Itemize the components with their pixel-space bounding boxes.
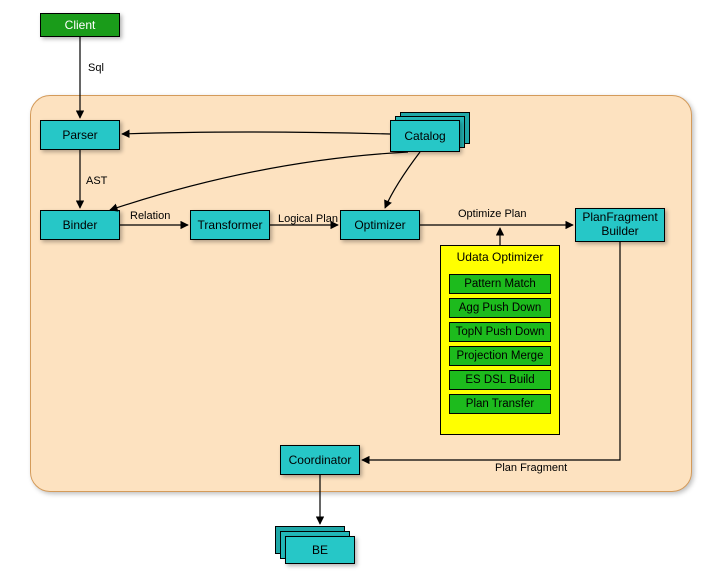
node-transformer: Transformer [190,210,270,240]
node-catalog: Catalog [390,120,460,152]
node-optimizer: Optimizer [340,210,420,240]
node-parser: Parser [40,120,120,150]
main-container [30,95,692,492]
udata-optimizer-box: Udata Optimizer Pattern Match Agg Push D… [440,245,560,435]
edge-label-ast: AST [86,175,107,187]
node-label: Binder [63,218,98,232]
node-label: Optimizer [354,218,405,232]
node-label: Coordinator [289,453,352,467]
node-label: Client [65,18,96,32]
udata-item: Pattern Match [449,274,551,294]
edge-label-relation: Relation [130,210,170,222]
udata-title: Udata Optimizer [441,246,559,270]
node-label: Transformer [198,218,263,232]
udata-item: Agg Push Down [449,298,551,318]
udata-item: Plan Transfer [449,394,551,414]
node-label: BE [312,543,328,557]
udata-item: ES DSL Build [449,370,551,390]
udata-item: TopN Push Down [449,322,551,342]
node-be: BE [285,536,355,564]
diagram-canvas: Client Parser Binder Transformer Optimiz… [0,0,713,579]
edge-label-plan-fragment: Plan Fragment [495,462,567,474]
node-label: PlanFragment Builder [576,211,664,239]
edge-label-logical-plan: Logical Plan [278,213,333,225]
node-label: Parser [62,128,97,142]
edge-label-optimize-plan: Optimize Plan [458,208,526,220]
edge-label-sql: Sql [88,62,104,74]
node-binder: Binder [40,210,120,240]
node-label: Catalog [404,129,445,143]
node-planfragment-builder: PlanFragment Builder [575,208,665,242]
udata-item: Projection Merge [449,346,551,366]
node-client: Client [40,13,120,37]
node-coordinator: Coordinator [280,445,360,475]
